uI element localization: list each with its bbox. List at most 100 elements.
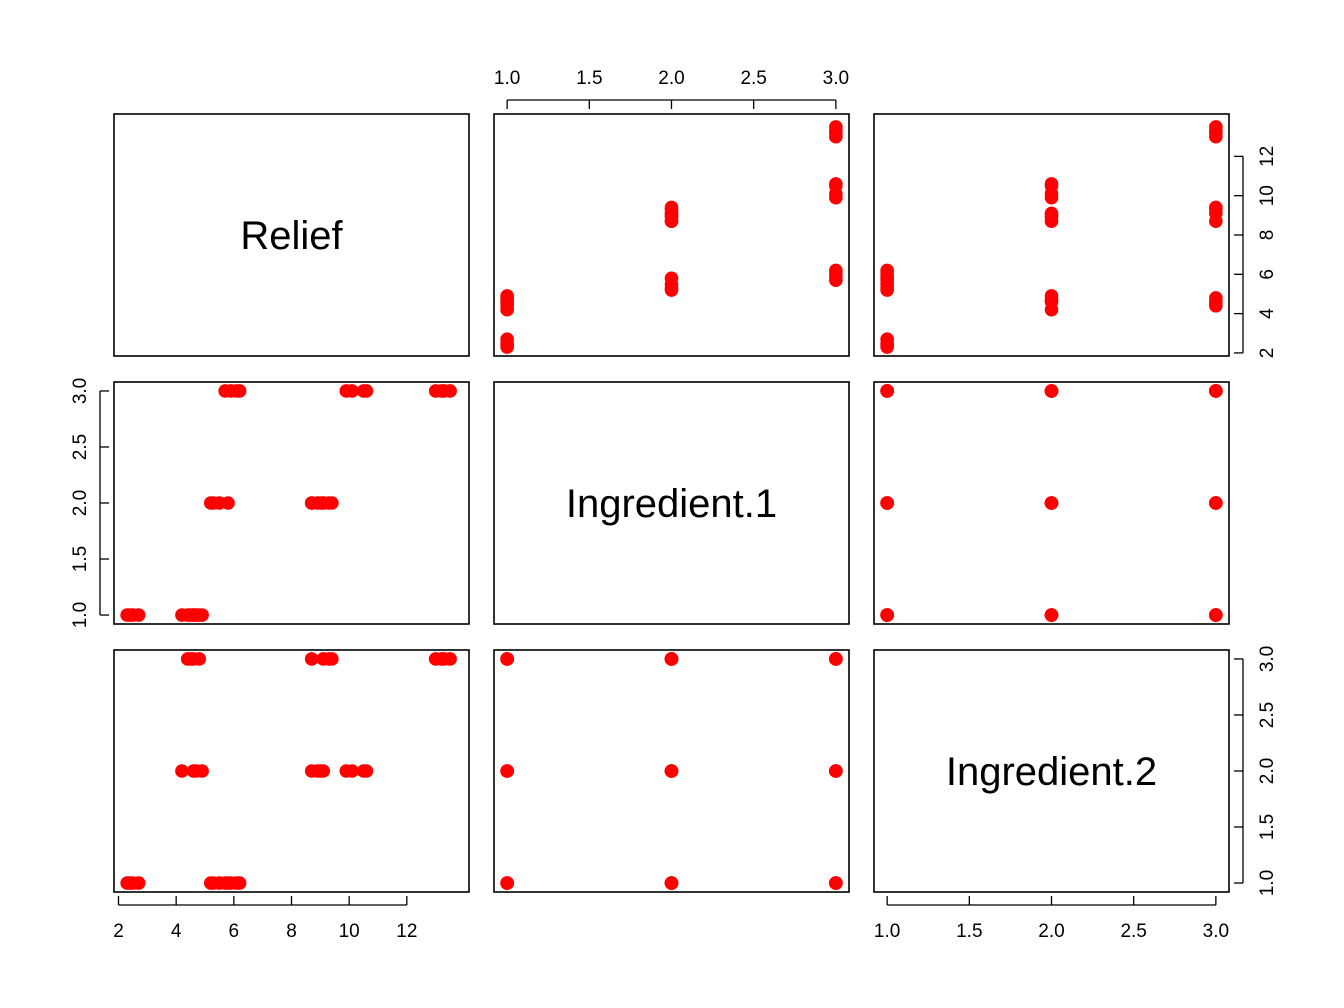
y-tick-label: 12 <box>1257 146 1278 167</box>
point-relief-vs-ingredient-2-6 <box>1044 302 1059 317</box>
point-relief-vs-ingredient-1-16 <box>664 281 679 295</box>
point-relief-vs-ingredient-1-23 <box>664 214 679 229</box>
point-ingredient-1-vs-ingredient-2-36 <box>1209 384 1223 398</box>
point-ingredient-2-vs-relief-36 <box>434 652 449 666</box>
point-ingredient-1-vs-relief-16 <box>206 496 221 510</box>
panel-r1-c1: Relief <box>113 113 470 357</box>
point-ingredient-2-vs-ingredient-1-8 <box>500 764 514 778</box>
panel-r2-c1 <box>113 381 470 625</box>
point-relief-vs-ingredient-1-24 <box>664 200 679 215</box>
point-relief-vs-ingredient-1-28 <box>829 263 843 278</box>
point-ingredient-1-vs-ingredient-2-28 <box>880 384 894 398</box>
y-axis-left-ingredient-1: 1.0 1.5 2.0 2.5 3.0 <box>70 378 109 628</box>
point-ingredient-2-vs-relief-24 <box>325 652 339 666</box>
panel-frame <box>873 113 1230 357</box>
x-tick-label: 2.5 <box>740 68 766 89</box>
y-tick-label: 2.0 <box>70 490 91 516</box>
x-tick-label: 2.5 <box>1120 921 1146 942</box>
diagonal-label-ingredient-2: Ingredient.2 <box>946 750 1157 794</box>
point-ingredient-1-vs-relief-36 <box>434 384 449 398</box>
panel-frame <box>493 113 850 357</box>
x-axis-bottom-relief: 2 4 6 8 10 12 <box>113 896 417 942</box>
point-ingredient-1-vs-ingredient-2-4 <box>880 608 894 622</box>
panel-r3-c1 <box>113 649 470 893</box>
point-ingredient-1-vs-ingredient-2-16 <box>880 496 894 510</box>
panel-r1-c2 <box>493 113 850 357</box>
x-tick-label: 12 <box>396 921 417 942</box>
point-ingredient-2-vs-ingredient-1-36 <box>829 652 843 666</box>
point-ingredient-2-vs-relief-32 <box>345 764 359 778</box>
x-tick-label: 1.5 <box>956 921 982 942</box>
x-tick-label: 1.0 <box>874 921 900 942</box>
panel-frame <box>873 649 1230 893</box>
panel-frame <box>113 113 470 357</box>
point-ingredient-2-vs-ingredient-1-16 <box>664 876 679 890</box>
panel-r3-c2 <box>493 649 850 893</box>
y-tick-label: 2.5 <box>70 434 91 460</box>
x-tick-label: 2.0 <box>658 68 684 89</box>
y-tick-label: 8 <box>1257 230 1278 241</box>
y-tick-label: 1.5 <box>70 546 91 572</box>
point-ingredient-1-vs-relief-32 <box>345 384 359 398</box>
y-tick-label: 1.5 <box>1257 814 1278 840</box>
point-relief-vs-ingredient-2-4 <box>880 336 894 350</box>
point-ingredient-1-vs-relief-4 <box>126 608 140 622</box>
point-relief-vs-ingredient-1-36 <box>829 125 843 140</box>
x-tick-label: 10 <box>339 921 360 942</box>
y-tick-label: 10 <box>1257 185 1278 206</box>
y-tick-label: 2.0 <box>1257 758 1278 784</box>
point-relief-vs-ingredient-1-4 <box>500 336 514 350</box>
point-relief-vs-ingredient-2-24 <box>1209 200 1223 215</box>
point-relief-vs-ingredient-2-12 <box>1209 295 1223 309</box>
panel-r2-c3 <box>873 381 1230 625</box>
x-axis-top-ingredient-1: 1.0 1.5 2.0 2.5 3.0 <box>494 68 849 109</box>
point-ingredient-2-vs-relief-16 <box>206 876 221 890</box>
panel-r2-c2: Ingredient.1 <box>493 381 850 625</box>
point-ingredient-2-vs-ingredient-1-32 <box>829 764 843 778</box>
point-ingredient-2-vs-ingredient-1-20 <box>664 764 679 778</box>
point-ingredient-1-vs-ingredient-2-12 <box>1209 608 1223 622</box>
point-relief-vs-ingredient-2-20 <box>1044 208 1059 223</box>
y-tick-label: 3.0 <box>70 378 91 404</box>
point-relief-vs-ingredient-1-31 <box>829 177 843 191</box>
point-ingredient-2-vs-relief-31 <box>359 764 374 778</box>
x-tick-label: 8 <box>286 921 297 942</box>
panel-r3-c3: Ingredient.2 <box>873 649 1230 893</box>
point-ingredient-2-vs-relief-4 <box>126 876 140 890</box>
x-tick-label: 1.5 <box>576 68 602 89</box>
point-ingredient-1-vs-relief-23 <box>304 496 319 510</box>
y-axis-right-relief: 2 4 6 8 10 12 <box>1234 146 1278 358</box>
point-relief-vs-ingredient-2-32 <box>1044 186 1059 201</box>
point-ingredient-1-vs-ingredient-2-24 <box>1209 496 1223 510</box>
point-relief-vs-ingredient-1-12 <box>500 295 514 309</box>
point-ingredient-2-vs-ingredient-1-4 <box>500 876 514 890</box>
point-ingredient-1-vs-relief-12 <box>186 608 201 622</box>
x-tick-label: 6 <box>229 921 240 942</box>
x-tick-label: 4 <box>171 921 182 942</box>
point-ingredient-2-vs-relief-8 <box>189 764 204 778</box>
point-ingredient-1-vs-relief-24 <box>325 496 339 510</box>
point-relief-vs-ingredient-2-28 <box>880 263 894 278</box>
point-ingredient-1-vs-relief-31 <box>359 384 374 398</box>
y-tick-label: 3.0 <box>1257 646 1278 672</box>
point-ingredient-2-vs-ingredient-1-28 <box>829 876 843 890</box>
panel-frame <box>493 381 850 625</box>
x-tick-label: 2 <box>113 921 124 942</box>
point-ingredient-2-vs-ingredient-1-12 <box>500 652 514 666</box>
panel-frame <box>113 381 470 625</box>
panel-r1-c3 <box>873 113 1230 357</box>
point-ingredient-1-vs-ingredient-2-8 <box>1044 608 1059 622</box>
point-ingredient-2-vs-ingredient-1-24 <box>664 652 679 666</box>
point-relief-vs-ingredient-2-31 <box>1044 177 1059 191</box>
point-ingredient-1-vs-ingredient-2-20 <box>1044 496 1059 510</box>
point-ingredient-2-vs-relief-12 <box>186 652 201 666</box>
point-ingredient-1-vs-relief-28 <box>232 384 247 398</box>
diagonal-label-ingredient-1: Ingredient.1 <box>566 482 777 526</box>
y-tick-label: 2 <box>1257 348 1278 359</box>
y-tick-label: 6 <box>1257 269 1278 280</box>
point-relief-vs-ingredient-2-36 <box>1209 125 1223 140</box>
x-tick-label: 3.0 <box>1203 921 1229 942</box>
point-ingredient-2-vs-relief-28 <box>232 876 247 890</box>
y-tick-label: 2.5 <box>1257 702 1278 728</box>
